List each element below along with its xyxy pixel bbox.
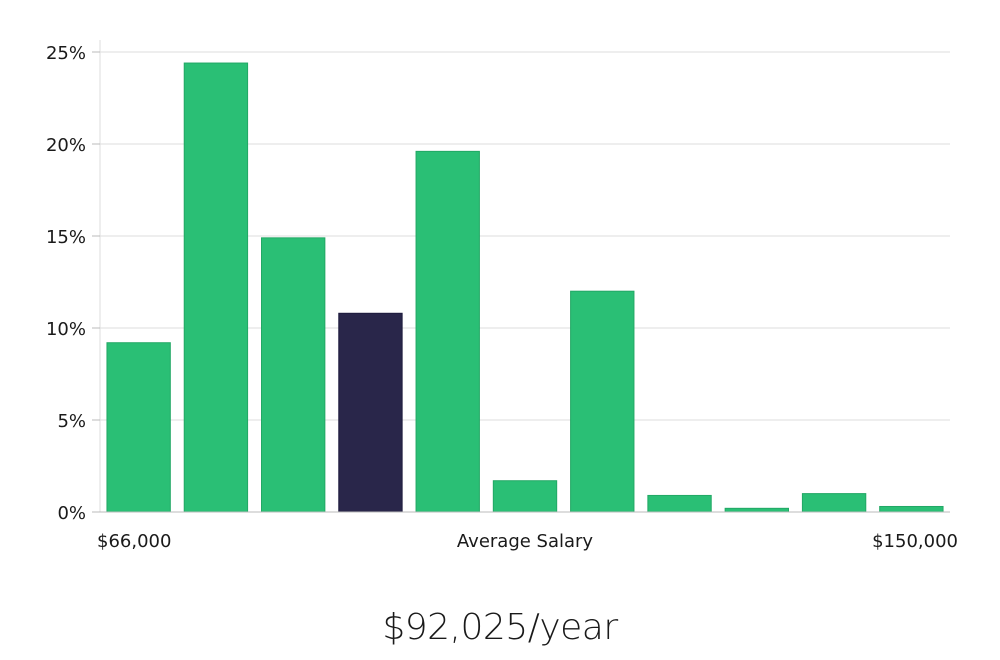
y-tick-label: 25%	[46, 43, 86, 64]
bar	[801, 493, 867, 513]
y-tick-label: 5%	[57, 411, 86, 432]
bars	[106, 62, 944, 513]
x-max-label: $150,000	[872, 531, 958, 552]
x-axis-title: Average Salary	[457, 531, 594, 552]
salary-distribution-chart: 0%5%10%15%20%25% $66,000 Average Salary …	[46, 40, 958, 552]
bar	[724, 507, 789, 513]
y-tick-label: 10%	[46, 319, 86, 340]
y-tick-label: 20%	[46, 135, 86, 156]
bar-highlighted	[338, 312, 403, 513]
bar	[492, 480, 558, 513]
y-tick-label: 0%	[57, 503, 86, 524]
bar	[183, 62, 249, 513]
bar	[415, 150, 480, 513]
bar	[106, 342, 171, 513]
bar	[570, 290, 635, 513]
y-axis-ticks: 0% 5% 10% 15% 20% 25%	[46, 43, 100, 524]
y-tick-label: 15%	[46, 227, 86, 248]
bar	[647, 494, 712, 513]
bar	[261, 237, 326, 513]
bar	[879, 505, 944, 513]
x-min-label: $66,000	[97, 531, 171, 552]
average-salary-value: $92,025/year	[382, 607, 618, 648]
